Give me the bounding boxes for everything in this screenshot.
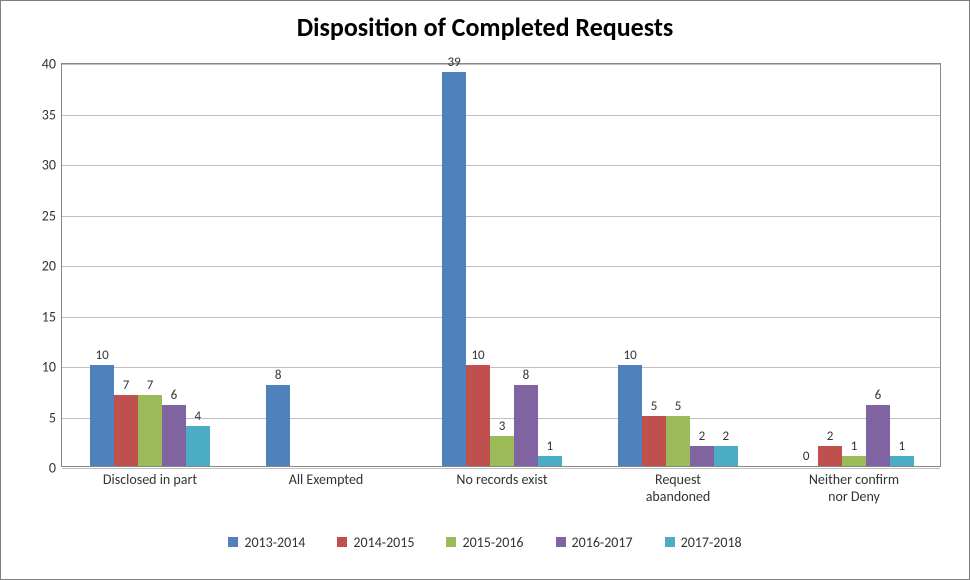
legend-swatch [665, 537, 675, 547]
bar-value-label: 2 [699, 429, 706, 444]
bar-value-label: 5 [675, 399, 682, 414]
y-tick-label: 0 [26, 460, 56, 477]
legend-label: 2014-2015 [353, 534, 414, 551]
legend: 2013-2014 2014-2015 2015-2016 2016-2017 2017… [1, 533, 969, 552]
bar-value-label: 10 [624, 348, 637, 363]
bar: 10 [466, 365, 490, 466]
plot-area: 0510152025303540107764Disclosed in part8… [61, 63, 941, 467]
bar: 4 [186, 426, 210, 466]
bar: 7 [114, 395, 138, 466]
gridline [62, 115, 940, 116]
x-category-label: Requestabandoned [590, 472, 766, 506]
bar: 2 [690, 446, 714, 466]
bar: 3 [490, 436, 514, 466]
bar: 5 [642, 416, 666, 467]
y-tick-label: 40 [26, 56, 56, 73]
legend-item: 2013-2014 [228, 534, 305, 551]
legend-label: 2016-2017 [572, 534, 633, 551]
bar-value-label: 8 [523, 368, 530, 383]
legend-item: 2017-2018 [665, 534, 742, 551]
bar-value-label: 0 [803, 449, 810, 464]
bar-value-label: 10 [471, 348, 484, 363]
x-category-label: Neither confirmnor Deny [766, 472, 942, 506]
bar: 39 [442, 72, 466, 466]
bar: 1 [538, 456, 562, 466]
chart-container: Disposition of Completed Requests 051015… [0, 0, 970, 580]
gridline [62, 367, 940, 368]
gridline [62, 317, 940, 318]
y-tick-label: 35 [26, 106, 56, 123]
bar: 7 [138, 395, 162, 466]
legend-label: 2015-2016 [462, 534, 523, 551]
bar: 8 [266, 385, 290, 466]
bar-value-label: 8 [275, 368, 282, 383]
bar: 10 [618, 365, 642, 466]
legend-item: 2016-2017 [556, 534, 633, 551]
legend-swatch [446, 537, 456, 547]
bar: 5 [666, 416, 690, 467]
bar-value-label: 2 [827, 429, 834, 444]
legend-label: 2017-2018 [681, 534, 742, 551]
gridline [62, 216, 940, 217]
y-tick-label: 5 [26, 409, 56, 426]
gridline [62, 266, 940, 267]
bar-value-label: 4 [195, 409, 202, 424]
chart-title: Disposition of Completed Requests [1, 11, 969, 43]
bar: 2 [818, 446, 842, 466]
y-tick-label: 30 [26, 157, 56, 174]
bar-value-label: 1 [899, 439, 906, 454]
bar: 1 [842, 456, 866, 466]
bar-value-label: 39 [448, 55, 461, 70]
bar: 6 [162, 405, 186, 466]
gridline [62, 64, 940, 65]
gridline [62, 468, 940, 469]
bar: 1 [890, 456, 914, 466]
gridline [62, 165, 940, 166]
legend-item: 2015-2016 [446, 534, 523, 551]
y-tick-label: 15 [26, 308, 56, 325]
legend-swatch [556, 537, 566, 547]
legend-swatch [228, 537, 238, 547]
bar: 6 [866, 405, 890, 466]
bar-value-label: 3 [499, 419, 506, 434]
x-category-label: All Exempted [238, 472, 414, 489]
y-tick-label: 10 [26, 359, 56, 376]
bar: 8 [514, 385, 538, 466]
bar-value-label: 1 [547, 439, 554, 454]
bar-value-label: 6 [875, 388, 882, 403]
x-category-label: Disclosed in part [62, 472, 238, 489]
bar: 2 [714, 446, 738, 466]
bar-value-label: 2 [723, 429, 730, 444]
legend-item: 2014-2015 [337, 534, 414, 551]
bar-value-label: 5 [651, 399, 658, 414]
bar-value-label: 10 [96, 348, 109, 363]
bar: 10 [90, 365, 114, 466]
bar-value-label: 7 [147, 378, 154, 393]
bar-value-label: 7 [123, 378, 130, 393]
bar-value-label: 1 [851, 439, 858, 454]
y-tick-label: 20 [26, 258, 56, 275]
x-category-label: No records exist [414, 472, 590, 489]
y-tick-label: 25 [26, 207, 56, 224]
bar-value-label: 6 [171, 388, 178, 403]
legend-label: 2013-2014 [244, 534, 305, 551]
legend-swatch [337, 537, 347, 547]
